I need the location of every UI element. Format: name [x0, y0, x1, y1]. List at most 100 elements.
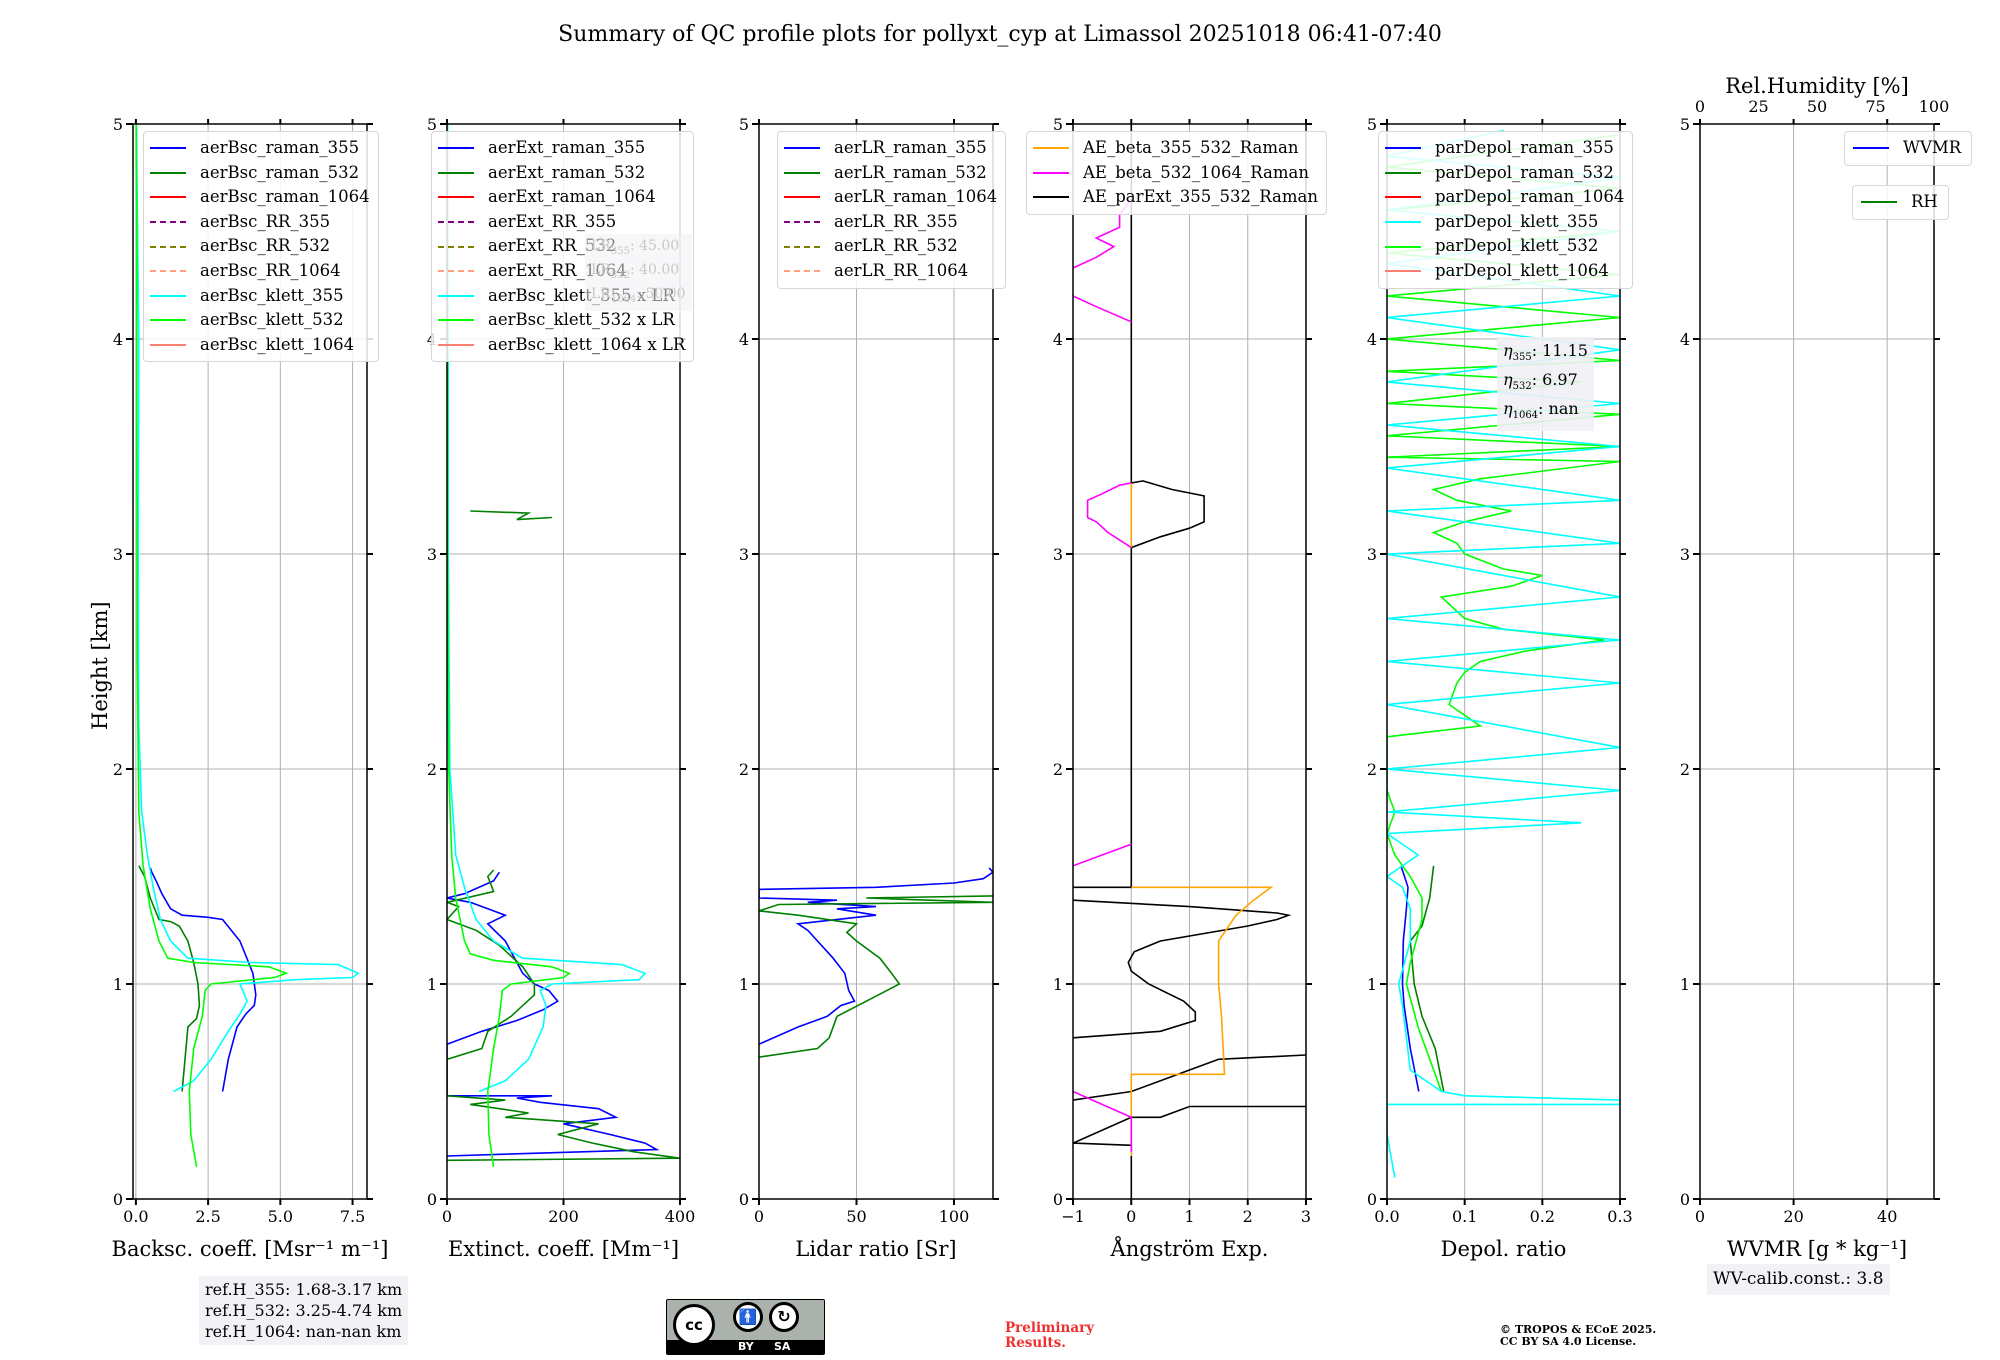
legend-entry: AE_beta_532_1064_Raman	[1033, 161, 1318, 186]
figure-title: Summary of QC profile plots for pollyxt_…	[558, 22, 1442, 47]
legend-label: aerLR_raman_1064	[834, 187, 998, 207]
legend-entry: aerBsc_klett_355	[150, 284, 370, 309]
legend-swatch	[438, 245, 474, 248]
y-tick-label: 3	[427, 545, 437, 564]
legend-label: aerBsc_RR_1064	[200, 260, 341, 280]
y-tick-label: 4	[739, 330, 749, 349]
series-group	[1073, 124, 1306, 1199]
y-tick-label: 5	[1680, 115, 1690, 134]
legend-label: aerBsc_klett_1064 x LR	[488, 334, 686, 354]
x-tick-label: 50	[846, 1207, 866, 1226]
legend-swatch	[1385, 171, 1421, 174]
legend-entry: parDepol_raman_1064	[1385, 185, 1624, 210]
series-aerBsc_klett_532 x LR	[447, 124, 571, 1167]
legend-entry: aerExt_raman_532	[438, 161, 685, 186]
series-parDepol_klett_355	[1387, 129, 1620, 1178]
top-tick-label: 100	[1919, 97, 1950, 116]
legend-label: parDepol_klett_355	[1435, 211, 1599, 231]
legend-entry: aerLR_RR_1064	[784, 259, 997, 284]
legend-entry: WVMR	[1853, 136, 1961, 161]
legend-entry: AE_parExt_355_532_Raman	[1033, 185, 1318, 210]
by-person-icon: 🚹	[733, 1302, 763, 1332]
info-line: ref.H_532: 3.25-4.74 km	[205, 1301, 403, 1320]
legend-entry: parDepol_klett_1064	[1385, 259, 1624, 284]
x-tick-label: 200	[548, 1207, 579, 1226]
cc-badge-bar	[667, 1340, 824, 1354]
legend-label: aerExt_raman_532	[488, 162, 646, 182]
legend-swatch	[150, 319, 186, 322]
lidar-ratio-info: LR355: 45.00 LR532: 40.00 LR1064: 50.00	[585, 234, 692, 312]
top-axis-label: Rel.Humidity [%]	[1725, 74, 1909, 98]
legend-label: aerBsc_RR_532	[200, 236, 331, 256]
legend-label: aerBsc_klett_355	[200, 285, 344, 305]
wv-calibration-info: WV-calib.const.: 3.8	[1707, 1264, 1890, 1295]
legend-swatch	[1033, 171, 1069, 174]
series-AE_parExt_355_532_Raman_d	[1073, 124, 1205, 889]
legend-entry: parDepol_raman_532	[1385, 161, 1624, 186]
x-tick-label: 400	[665, 1207, 696, 1226]
info-line: ref.H_1064: nan-nan km	[205, 1322, 402, 1341]
series-aerLR_raman_532	[759, 895, 993, 1058]
legend-label: AE_beta_355_532_Raman	[1083, 138, 1299, 157]
x-tick-label: 0.0	[1374, 1207, 1399, 1226]
legend-swatch	[438, 196, 474, 199]
y-tick-label: 2	[1680, 760, 1690, 779]
y-tick-label: 3	[1367, 545, 1377, 564]
x-axis-label-bsc: Backsc. coeff. [Msr⁻¹ m⁻¹]	[111, 1237, 389, 1261]
legend-rh: RH	[1852, 185, 1949, 220]
series-group	[759, 867, 993, 1058]
legend-label: RH	[1911, 192, 1938, 211]
y-tick-label: 5	[739, 115, 749, 134]
legend-swatch	[150, 270, 186, 273]
y-axis-label: Height [km]	[88, 601, 112, 730]
axes-frame	[1699, 123, 1935, 1200]
series-AE_beta_532_1064_Raman	[1073, 1090, 1133, 1152]
legend-swatch	[784, 196, 820, 199]
legend-entry: parDepol_raman_355	[1385, 136, 1624, 161]
top-tick-label: 25	[1748, 97, 1768, 116]
legend-swatch	[784, 221, 820, 224]
top-tick-label: 50	[1807, 97, 1827, 116]
legend-swatch	[150, 221, 186, 224]
legend-entry: aerBsc_raman_1064	[150, 185, 370, 210]
series-parDepol_klett_532	[1387, 134, 1620, 1092]
x-tick-label: 2	[1243, 1207, 1253, 1226]
series-aerExt_raman_355	[447, 871, 660, 1157]
series-parDepol_raman_532	[1409, 865, 1445, 1092]
legend-label: aerBsc_klett_532 x LR	[488, 310, 675, 330]
series-group	[1387, 129, 1620, 1178]
y-tick-label: 4	[1680, 330, 1690, 349]
legend-entry: aerExt_raman_355	[438, 136, 685, 161]
sa-share-icon: ↻	[769, 1302, 799, 1332]
copyright-note: © TROPOS & ECoE 2025. CC BY SA 4.0 Licen…	[1500, 1324, 1656, 1348]
legend-label: parDepol_klett_1064	[1435, 260, 1609, 280]
legend-swatch	[150, 196, 186, 199]
y-tick-label: 1	[739, 975, 749, 994]
lidar-ratio-line: LR1064: 50.00	[591, 285, 686, 305]
legend-label: aerLR_RR_532	[834, 236, 958, 256]
series-aerBsc_klett_355	[135, 124, 360, 1093]
x-tick-label: 100	[939, 1207, 970, 1226]
cc-sa-label: SA	[774, 1340, 791, 1353]
legend-ae: AE_beta_355_532_Raman AE_beta_532_1064_Ra…	[1026, 131, 1327, 215]
eta-line: η1064: nan	[1503, 399, 1579, 422]
legend-label: aerBsc_klett_1064	[200, 334, 355, 354]
legend-label: aerLR_RR_355	[834, 211, 958, 231]
legend-label: aerExt_raman_355	[488, 138, 646, 157]
series-AE_parExt_355_532_Raman_c	[1073, 899, 1292, 1039]
panel-lr: 0 50 100 0 1 2 3 4 5	[739, 115, 999, 1226]
lidar-ratio-line: LR355: 45.00	[591, 238, 680, 257]
legend-entry: parDepol_klett_355	[1385, 210, 1624, 235]
x-axis-label-lr: Lidar ratio [Sr]	[795, 1237, 957, 1261]
x-tick-label: 0	[1695, 1207, 1705, 1226]
legend-label: aerBsc_klett_532	[200, 310, 344, 330]
legend-entry: aerLR_raman_1064	[784, 185, 997, 210]
legend-swatch	[784, 270, 820, 273]
axes-frame	[758, 123, 994, 1200]
x-tick-label: 7.5	[340, 1207, 365, 1226]
y-tick-label: 0	[113, 1190, 123, 1209]
copyright-line-2: CC BY SA 4.0 License.	[1500, 1335, 1637, 1348]
legend-entry: aerBsc_RR_1064	[150, 259, 370, 284]
